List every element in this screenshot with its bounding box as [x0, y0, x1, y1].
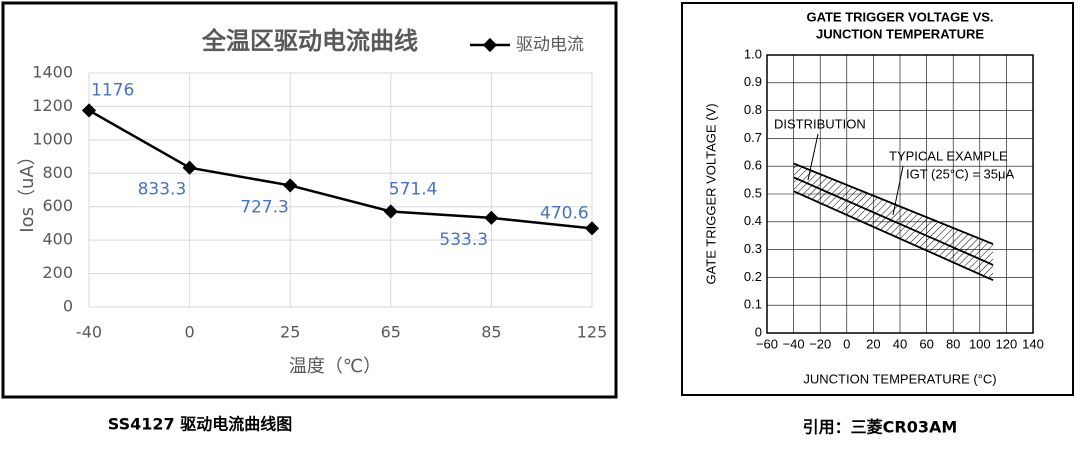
marker: [584, 221, 600, 236]
data-label: 470.6: [540, 203, 589, 223]
x-tick-label: 0: [185, 323, 195, 342]
line: [88, 109, 593, 230]
y-axis-label: GATE TRIGGER VOLTAGE (V): [703, 103, 718, 284]
left-frame: [1, 1, 618, 399]
annotation-arrow: [892, 165, 904, 216]
caption: SS4127 驱动电流曲线图: [108, 415, 292, 434]
data-label: 533.3: [439, 230, 488, 250]
x-tick-label: 25: [280, 323, 300, 342]
chart-title: GATE TRIGGER VOLTAGE VS.: [806, 9, 993, 24]
y-tick-label: 0.8: [744, 102, 762, 117]
y-tick-label: 0: [63, 297, 73, 316]
data-label: 1176: [91, 80, 134, 100]
x-tick-label: −40: [783, 336, 805, 351]
x-tick-label: 125: [577, 323, 608, 342]
y-tick-label: 0.5: [744, 185, 762, 200]
x-tick-label: 60: [919, 336, 933, 351]
y-tick-label: 0.2: [744, 269, 762, 284]
y-tick-label: 600: [42, 196, 73, 215]
x-tick-label: −60: [756, 336, 778, 351]
y-tick-label: 0.1: [744, 297, 762, 312]
caption: 引用：三菱CR03AM: [803, 418, 958, 437]
y-tick-label: 0.3: [744, 241, 762, 256]
data-label: 571.4: [389, 179, 438, 199]
y-tick-label: 1200: [32, 96, 73, 115]
x-tick-label: 85: [481, 323, 501, 342]
y-tick-label: 200: [42, 263, 73, 282]
marker: [283, 178, 298, 193]
annotation: DISTRIBUTION: [774, 116, 866, 131]
line: [793, 176, 994, 266]
x-tick-label: −20: [809, 336, 831, 351]
x-axis-label: 温度（℃）: [289, 356, 381, 377]
x-tick-label: 140: [1022, 336, 1044, 351]
data-label: 727.3: [240, 197, 289, 217]
annotation-arrow: [807, 133, 819, 181]
data-label: 833.3: [138, 180, 187, 200]
y-tick-label: 0.4: [744, 213, 762, 228]
y-axis-label: Ios（uA）: [17, 147, 38, 232]
legend-marker: [482, 37, 498, 53]
line: [793, 190, 994, 282]
y-tick-label: 1000: [32, 129, 73, 148]
marker: [383, 204, 398, 219]
x-tick-label: 120: [996, 336, 1018, 351]
y-tick-label: 0.9: [744, 74, 762, 89]
x-tick-label: 40: [893, 336, 907, 351]
legend-label: 驱动电流: [516, 35, 584, 55]
x-axis-label: JUNCTION TEMPERATURE (°C): [803, 371, 996, 386]
chart-title: JUNCTION TEMPERATURE: [816, 26, 984, 41]
x-tick-label: 100: [969, 336, 991, 351]
y-tick-label: 400: [42, 230, 73, 249]
x-tick-label: -40: [76, 323, 102, 342]
line: [793, 162, 994, 245]
y-tick-label: 0.7: [744, 130, 762, 145]
x-tick-label: 65: [381, 323, 401, 342]
y-tick-label: 0: [755, 324, 762, 339]
annotations: DISTRIBUTION TYPICAL EXAMPLE IGT (25°C) …: [774, 116, 1015, 216]
annotation: IGT (25°C) = 35μA: [906, 166, 1015, 181]
y-tick-label: 1400: [32, 63, 73, 82]
x-tick-label: 0: [843, 336, 850, 351]
marker: [484, 210, 499, 225]
y-tick-label: 1.0: [744, 46, 762, 61]
marker: [182, 160, 197, 175]
chart-title: 全温区驱动电流曲线: [201, 27, 418, 55]
y-tick-label: 0.6: [744, 158, 762, 173]
x-tick-label: 80: [946, 336, 960, 351]
x-tick-label: 20: [866, 336, 880, 351]
y-tick-label: 800: [42, 163, 73, 182]
annotation: TYPICAL EXAMPLE: [889, 148, 1008, 163]
